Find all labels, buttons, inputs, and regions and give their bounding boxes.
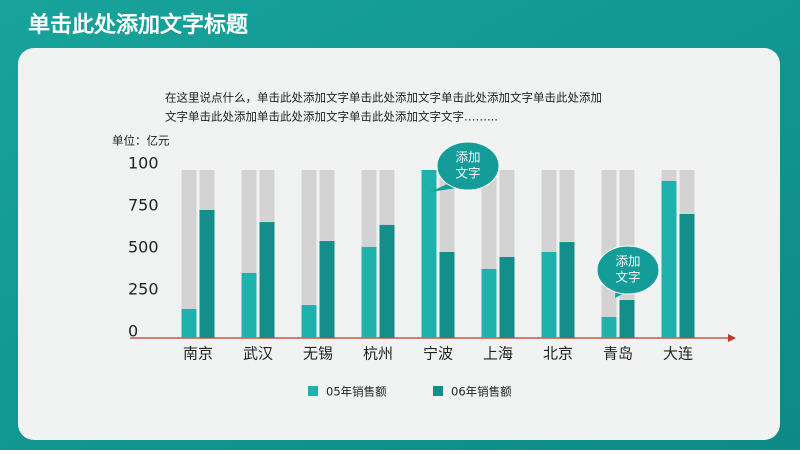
bar bbox=[481, 268, 497, 338]
x-tick-label: 武汉 bbox=[243, 345, 273, 363]
x-tick-label: 大连 bbox=[663, 345, 693, 363]
y-tick-label: 0 bbox=[128, 322, 138, 341]
bar bbox=[319, 241, 335, 338]
bar bbox=[601, 317, 617, 338]
bar bbox=[499, 257, 515, 338]
y-tick-label: 250 bbox=[128, 280, 159, 299]
x-tick-label: 南京 bbox=[183, 345, 213, 363]
x-tick-label: 宁波 bbox=[423, 345, 453, 363]
bar bbox=[559, 242, 575, 338]
y-tick-label: 500 bbox=[128, 238, 159, 257]
legend-label: 06年销售额 bbox=[451, 385, 512, 399]
bar bbox=[619, 300, 635, 338]
y-tick-label: 750 bbox=[128, 196, 159, 215]
description: 文字单击此处添加单击此处添加文字单击此处添加文字文字……... bbox=[165, 110, 498, 124]
bar bbox=[241, 272, 257, 338]
bar bbox=[541, 251, 557, 338]
bar bbox=[661, 180, 677, 338]
background-bar bbox=[301, 170, 317, 338]
legend-label: 05年销售额 bbox=[326, 385, 387, 399]
bar bbox=[421, 170, 437, 338]
bar bbox=[301, 305, 317, 338]
callout-text: 文字 bbox=[615, 270, 640, 285]
x-tick-label: 北京 bbox=[543, 345, 573, 363]
y-tick-label: 100 bbox=[128, 154, 159, 173]
bar bbox=[199, 209, 215, 338]
bar bbox=[439, 251, 455, 338]
callout-text: 文字 bbox=[455, 166, 480, 181]
x-tick-label: 上海 bbox=[483, 345, 513, 363]
description: 在这里说点什么，单击此处添加文字单击此处添加文字单击此处添加文字单击此处添加 bbox=[165, 91, 602, 105]
callout bbox=[436, 141, 500, 191]
bar bbox=[361, 246, 377, 338]
legend-swatch bbox=[308, 386, 318, 396]
bar bbox=[679, 214, 695, 338]
x-tick-label: 杭州 bbox=[363, 345, 393, 363]
bar bbox=[259, 222, 275, 338]
panel bbox=[18, 48, 780, 440]
axis-unit: 单位：亿元 bbox=[112, 134, 170, 148]
bar bbox=[181, 308, 197, 338]
x-tick-label: 无锡 bbox=[303, 345, 333, 363]
bar bbox=[379, 224, 395, 338]
callout bbox=[596, 245, 660, 295]
background-bar bbox=[181, 170, 197, 338]
x-tick-label: 青岛 bbox=[603, 345, 633, 363]
slide-title: 单击此处添加文字标题 bbox=[28, 12, 249, 38]
axis-arrow bbox=[728, 334, 736, 342]
callout-text: 添加 bbox=[615, 254, 640, 269]
legend-swatch bbox=[433, 386, 443, 396]
callout-text: 添加 bbox=[455, 150, 480, 165]
